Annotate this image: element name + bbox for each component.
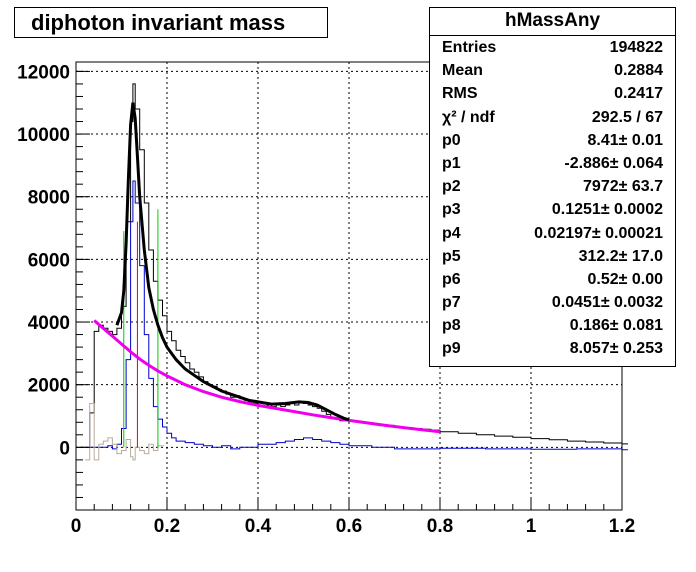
- x-tick-label: 0.4: [245, 516, 272, 537]
- stats-key: p8: [442, 317, 461, 335]
- total-fit: [115, 102, 350, 422]
- stats-key: p9: [442, 340, 461, 358]
- x-tick-label: 1.2: [609, 516, 635, 537]
- stats-value: 8.41± 0.01: [587, 131, 663, 149]
- stats-key: p4: [442, 224, 461, 242]
- stats-key: p6: [442, 270, 461, 288]
- axes: 0 0.2 0.4 0.6 0.8 1 1.2 0 2000 4000 6000 8000 10000 1…: [17, 62, 635, 537]
- x-tick-label: 0: [71, 516, 82, 537]
- y-tick-label: 12000: [17, 62, 70, 83]
- y-tick-label: 2000: [28, 376, 70, 397]
- stats-value: 0.2884: [614, 62, 663, 80]
- stats-box: hMassAny Entries 194822 Mean 0.2884 RMS 0.241…: [429, 7, 676, 367]
- stats-row: p5 312.2± 17.0: [430, 245, 675, 268]
- stats-row: p2 7972± 63.7: [430, 175, 675, 198]
- stats-row: p4 0.02197± 0.00021: [430, 222, 675, 245]
- stats-key: χ² / ndf: [442, 108, 495, 126]
- series-layer: [80, 83, 628, 461]
- stats-rows: Entries 194822 Mean 0.2884 RMS 0.2417 χ² / ndf…: [430, 36, 675, 361]
- stats-row: p7 0.0451± 0.0032: [430, 291, 675, 314]
- stats-key: p2: [442, 178, 461, 196]
- stats-key: p5: [442, 247, 461, 265]
- stats-row: Mean 0.2884: [430, 59, 675, 82]
- stats-key: p7: [442, 294, 461, 312]
- stats-row: Entries 194822: [430, 36, 675, 59]
- y-tick-label: 6000: [28, 250, 70, 271]
- x-tick-label: 1: [526, 516, 537, 537]
- stats-value: 312.2± 17.0: [578, 247, 663, 265]
- stats-row: p9 8.057± 0.253: [430, 337, 675, 360]
- chart-title: diphoton invariant mass: [14, 7, 328, 38]
- y-tick-label: 0: [59, 438, 70, 459]
- y-tick-label: 4000: [28, 313, 70, 334]
- x-tick-label: 0.2: [154, 516, 180, 537]
- stats-value: -2.886± 0.064: [564, 154, 663, 172]
- stats-value: 0.02197± 0.00021: [534, 224, 663, 242]
- stats-row: χ² / ndf 292.5 / 67: [430, 106, 675, 129]
- stats-key: Mean: [442, 62, 483, 80]
- stats-value: 7972± 63.7: [583, 178, 663, 196]
- y-tick-label: 10000: [17, 125, 70, 146]
- signal-hist: [89, 180, 628, 451]
- stats-value: 0.2417: [614, 85, 663, 103]
- stats-value: 292.5 / 67: [591, 108, 663, 126]
- residual-hist: [85, 403, 164, 461]
- stats-value: 194822: [609, 39, 663, 56]
- stats-row: p1 -2.886± 0.064: [430, 152, 675, 175]
- stats-title: hMassAny: [430, 8, 675, 36]
- stats-value: 8.057± 0.253: [569, 340, 663, 358]
- x-tick-label: 0.8: [427, 516, 453, 537]
- stats-value: 0.186± 0.081: [569, 317, 663, 335]
- stats-key: p0: [442, 131, 461, 149]
- stats-row: p6 0.52± 0.00: [430, 268, 675, 291]
- stats-key: p3: [442, 201, 461, 219]
- background-fit: [93, 319, 441, 434]
- stats-key: RMS: [442, 85, 478, 103]
- y-tick-label: 8000: [28, 188, 70, 209]
- stats-row: p0 8.41± 0.01: [430, 129, 675, 152]
- stats-row: p8 0.186± 0.081: [430, 314, 675, 337]
- x-tick-label: 0.6: [336, 516, 362, 537]
- stats-row: RMS 0.2417: [430, 82, 675, 105]
- stats-key: Entries: [442, 39, 497, 56]
- stats-key: p1: [442, 154, 461, 172]
- stats-row: p3 0.1251± 0.0002: [430, 198, 675, 221]
- stats-value: 0.0451± 0.0032: [551, 294, 663, 312]
- stats-value: 0.52± 0.00: [587, 270, 663, 288]
- stats-value: 0.1251± 0.0002: [551, 201, 663, 219]
